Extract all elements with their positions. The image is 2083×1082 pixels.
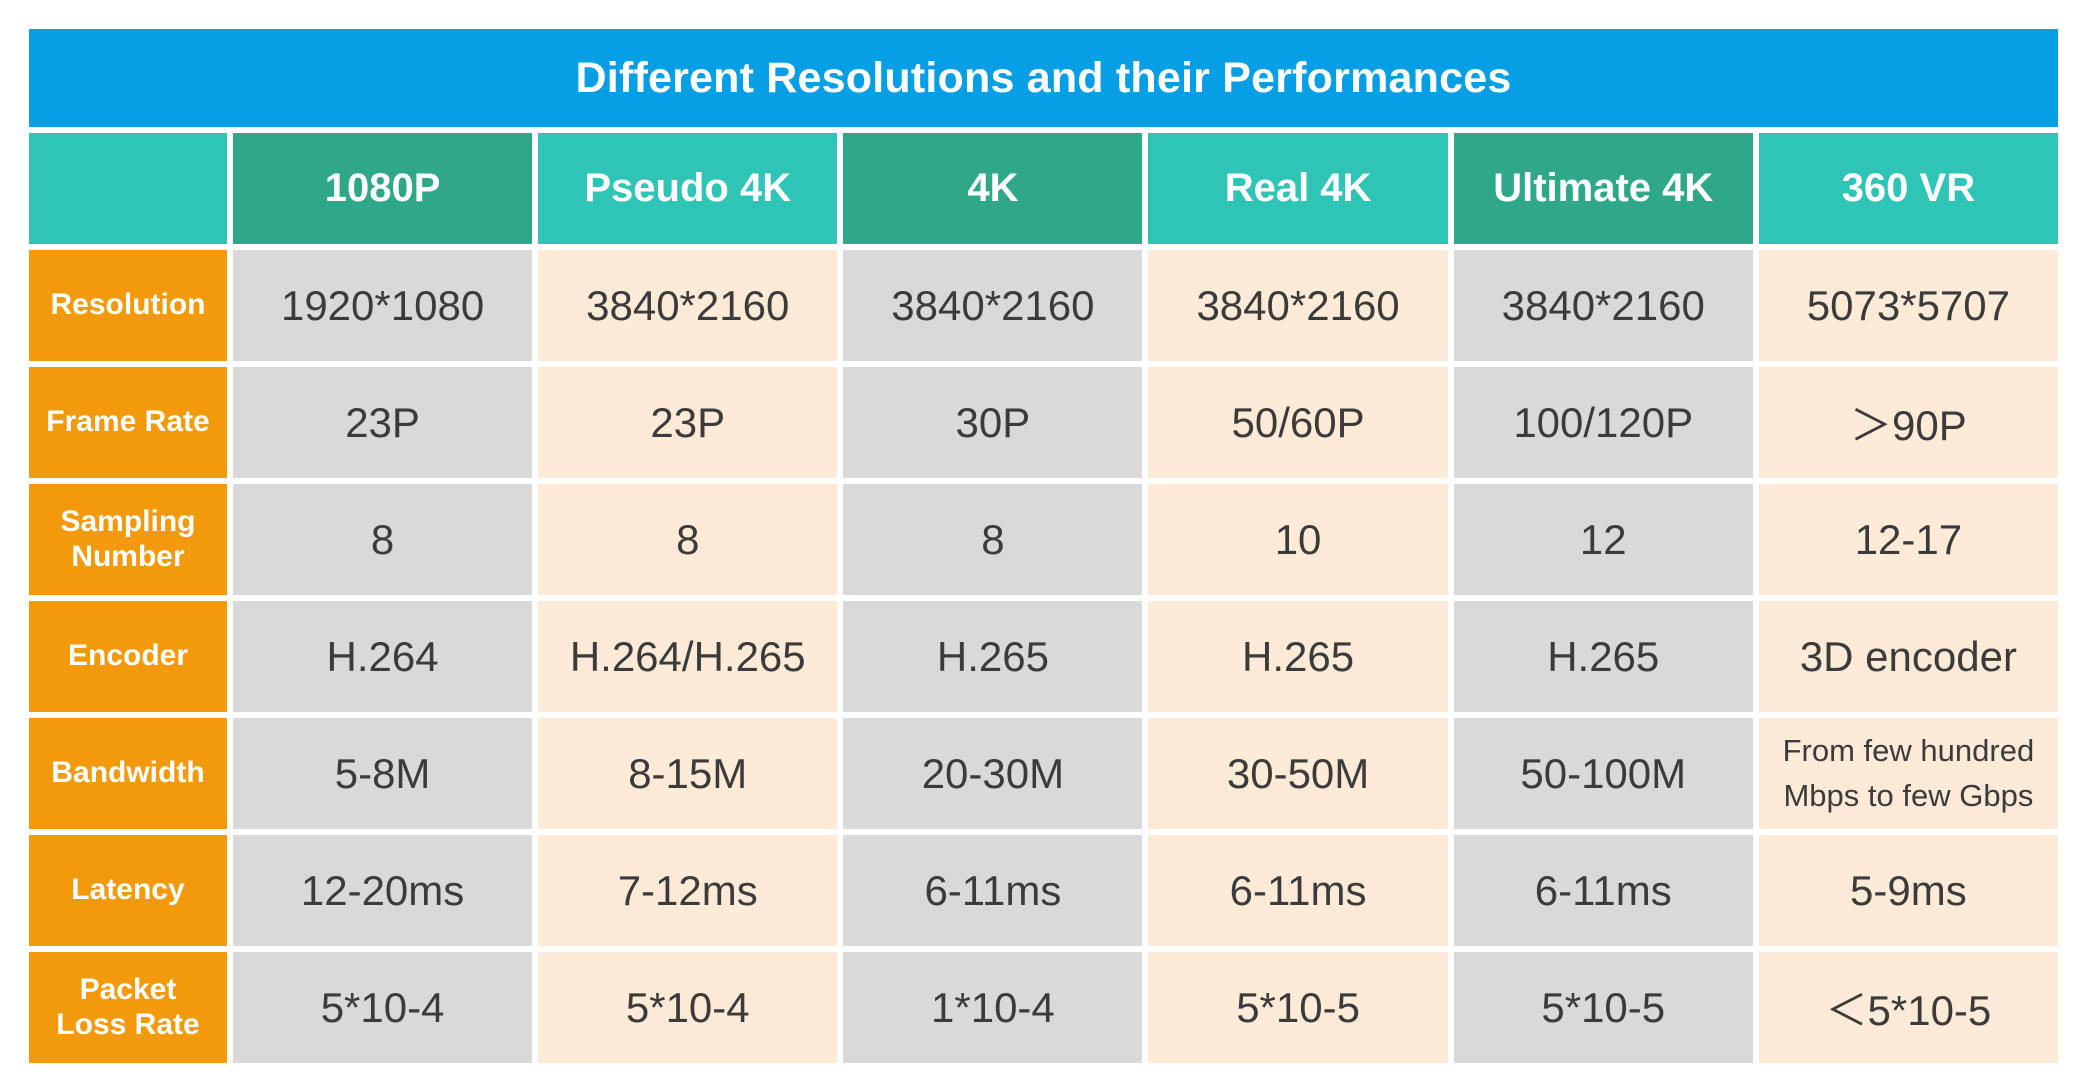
table-cell: 3840*2160	[1148, 250, 1448, 361]
table-cell: 5*10-4	[538, 952, 838, 1063]
row-header-sampling-number: Sampling Number	[29, 484, 227, 595]
table-cell: 50-100M	[1453, 718, 1753, 829]
table-cell: 3D encoder	[1758, 601, 2058, 712]
column-header-ultimate-4k: Ultimate 4K	[1453, 133, 1753, 244]
row-header-resolution: Resolution	[29, 250, 227, 361]
column-header-1080p: 1080P	[233, 133, 533, 244]
row-header-bandwidth: Bandwidth	[29, 718, 227, 829]
table-cell: 8-15M	[538, 718, 838, 829]
table-cell: 12	[1453, 484, 1753, 595]
row-header-frame-rate: Frame Rate	[29, 367, 227, 478]
table-cell: H.265	[1148, 601, 1448, 712]
row-header-latency: Latency	[29, 835, 227, 946]
table-cell: 5-9ms	[1758, 835, 2058, 946]
table-cell: 5*10-4	[233, 952, 533, 1063]
table-cell: 23P	[233, 367, 533, 478]
comparison-table: Different Resolutions and their Performa…	[29, 29, 2058, 1063]
table-cell: 3840*2160	[538, 250, 838, 361]
table-cell: 12-17	[1758, 484, 2058, 595]
table-cell: ＜5*10-5	[1758, 952, 2058, 1063]
table-title: Different Resolutions and their Performa…	[29, 29, 2058, 127]
table-cell: 10	[1148, 484, 1448, 595]
table-cell: 8	[233, 484, 533, 595]
table-cell: 30-50M	[1148, 718, 1448, 829]
row-header-packet-loss-rate: Packet Loss Rate	[29, 952, 227, 1063]
table-cell: 8	[538, 484, 838, 595]
table-cell: 100/120P	[1453, 367, 1753, 478]
table-cell: 1920*1080	[233, 250, 533, 361]
table-cell: 23P	[538, 367, 838, 478]
table-cell: 6-11ms	[1148, 835, 1448, 946]
column-header-360-vr: 360 VR	[1758, 133, 2058, 244]
table-cell: From few hundred Mbps to few Gbps	[1758, 718, 2058, 829]
table-cell: 20-30M	[843, 718, 1143, 829]
table-cell: ＞90P	[1758, 367, 2058, 478]
table-cell: 7-12ms	[538, 835, 838, 946]
table-grid: 1080P Pseudo 4K 4K Real 4K Ultimate 4K 3…	[29, 133, 2058, 1063]
header-corner	[29, 133, 227, 244]
table-cell: 1*10-4	[843, 952, 1143, 1063]
column-header-pseudo-4k: Pseudo 4K	[538, 133, 838, 244]
table-cell: 50/60P	[1148, 367, 1448, 478]
row-header-encoder: Encoder	[29, 601, 227, 712]
column-header-real-4k: Real 4K	[1148, 133, 1448, 244]
table-cell: H.265	[843, 601, 1143, 712]
table-cell: 12-20ms	[233, 835, 533, 946]
table-cell: 30P	[843, 367, 1143, 478]
table-cell: H.265	[1453, 601, 1753, 712]
column-header-4k: 4K	[843, 133, 1143, 244]
table-cell: 8	[843, 484, 1143, 595]
table-cell: H.264	[233, 601, 533, 712]
table-cell: 5073*5707	[1758, 250, 2058, 361]
table-cell: 6-11ms	[1453, 835, 1753, 946]
table-cell: 3840*2160	[1453, 250, 1753, 361]
table-cell: 5*10-5	[1453, 952, 1753, 1063]
table-cell: 5-8M	[233, 718, 533, 829]
table-cell: 5*10-5	[1148, 952, 1448, 1063]
table-cell: H.264/H.265	[538, 601, 838, 712]
table-cell: 3840*2160	[843, 250, 1143, 361]
table-cell: 6-11ms	[843, 835, 1143, 946]
